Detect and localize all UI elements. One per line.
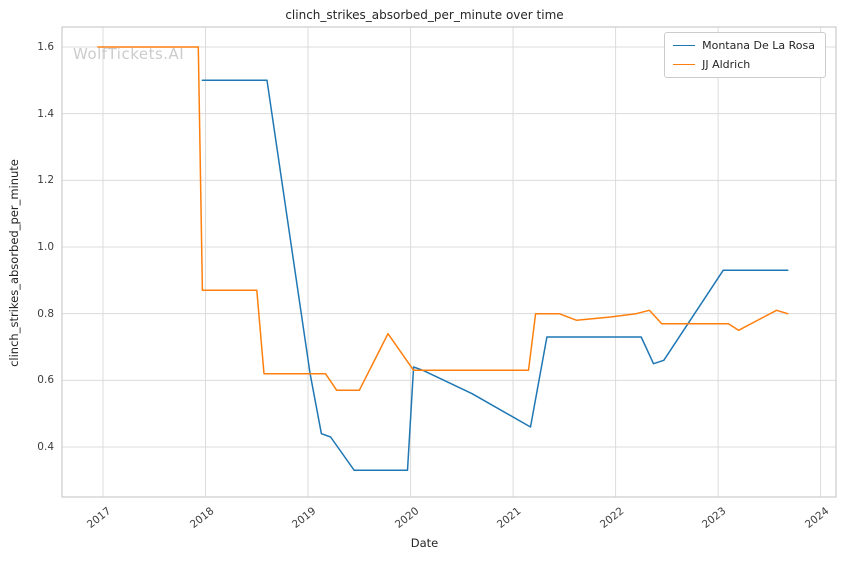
legend-item-montana: Montana De La Rosa: [673, 39, 815, 52]
plot-border: [61, 26, 837, 498]
y-axis-label: clinch_strikes_absorbed_per_minute: [7, 159, 21, 367]
legend-line-swatch-orange: [673, 64, 696, 65]
watermark: WolfTickets.AI: [73, 45, 185, 63]
series-line-1: [97, 46, 789, 392]
legend-label: Montana De La Rosa: [702, 39, 815, 52]
series-line-0: [201, 79, 789, 472]
legend-line-swatch-blue: [673, 45, 696, 46]
legend: Montana De La Rosa JJ Aldrich: [664, 32, 826, 78]
x-axis-label: Date: [410, 536, 439, 550]
legend-item-aldrich: JJ Aldrich: [673, 58, 815, 71]
legend-label: JJ Aldrich: [702, 58, 751, 71]
chart-title: clinch_strikes_absorbed_per_minute over …: [285, 8, 564, 22]
